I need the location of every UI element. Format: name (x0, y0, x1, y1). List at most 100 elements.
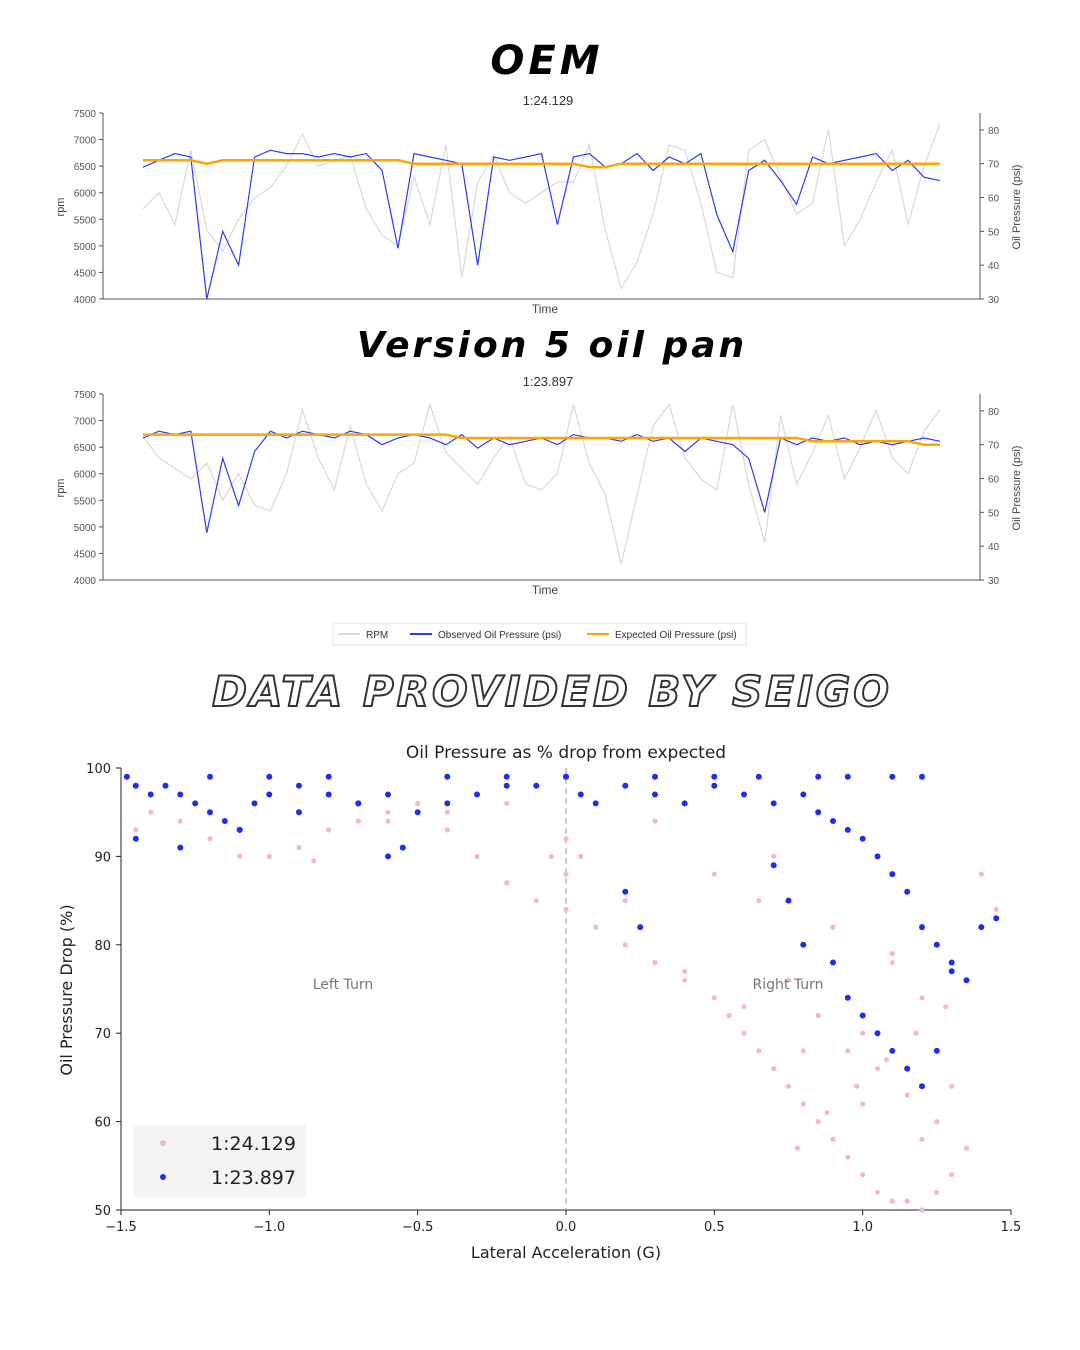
scatter-point-lap2 (859, 1012, 866, 1019)
chart-oem-y2label: Oil Pressure (psi) (1011, 165, 1023, 250)
scatter-point-lap1 (889, 951, 895, 957)
chart-version5-y2tick-label: 40 (988, 542, 1000, 553)
chart-version5-ytick-label: 5000 (74, 523, 97, 534)
scatter-point-lap2 (177, 791, 184, 798)
scatter-point-lap2 (889, 773, 896, 780)
scatter-point-lap1 (794, 1145, 801, 1151)
chart-version5-y2tick-label: 80 (988, 407, 1000, 418)
chart-version5-ytick-label: 5500 (74, 496, 97, 507)
scatter-point-lap2 (622, 782, 629, 789)
scatter-point-lap1 (385, 809, 391, 815)
scatter-ytick-label: 80 (94, 939, 111, 954)
scatter-point-lap1 (177, 818, 183, 824)
scatter-point-lap2 (800, 791, 807, 798)
scatter-point-lap2 (385, 853, 391, 860)
scatter-point-lap2 (236, 826, 243, 833)
scatter-point-lap2 (874, 1030, 881, 1037)
scatter-point-lap2 (815, 773, 822, 780)
scatter-point-lap1 (726, 1012, 732, 1019)
scatter-point-lap1 (815, 1119, 821, 1125)
scatter-ytick-label: 90 (94, 850, 111, 865)
scatter-point-lap2 (844, 826, 851, 833)
scatter-point-lap1 (800, 1101, 806, 1107)
scatter-xtick-label: −1.5 (105, 1220, 137, 1235)
scatter-point-lap1 (578, 853, 584, 860)
scatter-point-lap2 (622, 888, 629, 895)
scatter-point-lap1 (326, 827, 332, 833)
scatter-point-lap1 (504, 880, 510, 886)
scatter-point-lap2 (874, 853, 881, 860)
chart-version5-series-observed-line (142, 430, 941, 533)
scatter-point-lap2 (207, 809, 213, 816)
scatter-point-lap1 (504, 800, 510, 807)
scatter-point-lap1 (800, 1048, 806, 1054)
scatter-point-lap2 (933, 941, 940, 948)
scatter-point-lap2 (177, 844, 184, 851)
chart-oem-y2tick-label: 50 (988, 227, 1000, 238)
chart-oem-series-rpm-line (142, 123, 941, 290)
scatter-point-lap2 (251, 800, 258, 807)
scatter-point-lap2 (830, 818, 836, 824)
scatter-point-lap1 (711, 871, 717, 877)
scatter-ytick-label: 50 (94, 1204, 111, 1219)
scatter-point-lap1 (622, 942, 628, 948)
scatter-point-lap1 (444, 827, 450, 833)
scatter-point-lap2 (207, 773, 213, 780)
scatter-point-lap1 (963, 1145, 970, 1151)
scatter-point-lap2 (711, 773, 718, 780)
scatter-point-lap2 (815, 809, 822, 816)
scatter-point-lap1 (148, 809, 154, 815)
scatter-point-lap2 (592, 800, 599, 807)
chart-oem: 1:24.129 4000 4500 5000 5500 6000 6500 7000 750… (55, 93, 1023, 316)
scatter-point-lap2 (785, 897, 792, 904)
scatter-point-lap2 (681, 800, 688, 807)
chart-oem-ylabel: rpm (55, 198, 67, 217)
scatter-point-lap2 (844, 994, 851, 1001)
scatter-point-lap2 (533, 782, 540, 789)
scatter-point-lap2 (385, 791, 391, 798)
scatter-point-lap1 (943, 1004, 949, 1010)
scatter-point-lap2 (963, 977, 970, 984)
scatter-point-lap2 (503, 773, 510, 780)
scatter-point-lap1 (919, 1207, 925, 1213)
scatter-xtick-label: 0.0 (556, 1220, 577, 1235)
scatter-point-lap2 (978, 924, 985, 931)
chart-version5: 1:23.897 4000 4500 5000 5500 6000 6500 7000 750… (55, 374, 1023, 597)
chart-version5-ytick-label: 6500 (74, 443, 97, 454)
heading-version5: Version 5 oil pan (357, 325, 747, 366)
scatter-point-lap1 (355, 818, 361, 824)
scatter-point-lap2 (948, 959, 955, 966)
scatter-point-lap2 (266, 773, 273, 780)
scatter-point-lap1 (860, 1172, 866, 1178)
scatter-point-lap1 (949, 1083, 955, 1089)
scatter-point-lap2 (904, 1065, 911, 1072)
scatter-point-lap1 (311, 858, 317, 864)
scatter-point-lap1 (993, 906, 999, 913)
chart-version5-xlabel: Time (532, 583, 559, 597)
scatter-point-lap2 (889, 871, 896, 878)
scatter-xtick-label: 0.5 (704, 1220, 725, 1235)
scatter-point-lap2 (123, 773, 130, 780)
chart-version5-y2tick-label: 30 (988, 576, 1000, 587)
chart-oem-y2tick-label: 60 (988, 194, 1000, 205)
scatter-point-lap2 (830, 959, 836, 966)
scatter-point-lap2 (221, 818, 228, 824)
scatter-point-lap1 (934, 1189, 940, 1195)
chart-version5-series-rpm-line (142, 402, 941, 565)
scatter-point-lap1 (682, 977, 688, 983)
scatter-point-lap2 (325, 791, 332, 798)
chart-version5-ytick-label: 7000 (74, 417, 97, 428)
scatter-point-lap1 (563, 871, 569, 877)
scatter-point-lap2 (711, 782, 718, 789)
scatter-point-lap1 (874, 1189, 881, 1195)
scatter-point-lap2 (162, 782, 169, 789)
chart-version5-title: 1:23.897 (523, 374, 574, 389)
scatter-point-lap2 (919, 924, 925, 931)
scatter-point-lap2 (355, 800, 362, 807)
scatter-point-lap1 (741, 1004, 747, 1010)
scatter-point-lap2 (414, 809, 421, 816)
scatter-point-lap1 (889, 1198, 895, 1204)
scatter-point-lap2 (192, 800, 199, 807)
chart-oem-xlabel: Time (532, 302, 559, 316)
chart-oem-y2tick-label: 30 (988, 295, 1000, 306)
